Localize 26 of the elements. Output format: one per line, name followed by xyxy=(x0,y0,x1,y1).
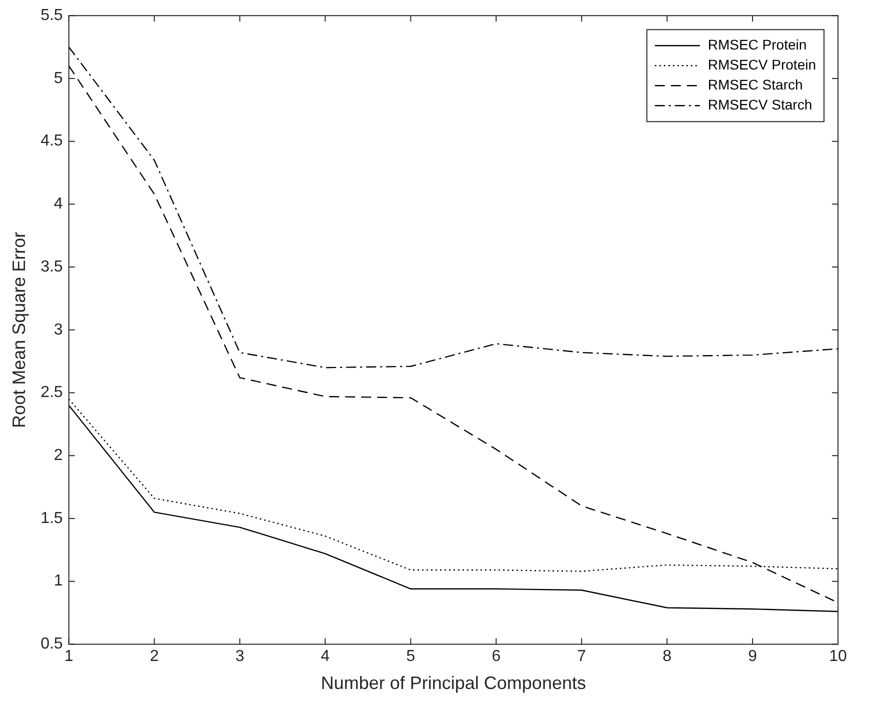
y-tick-label: 4.5 xyxy=(40,132,63,150)
x-tick-label: 9 xyxy=(748,648,758,666)
x-tick-label: 5 xyxy=(406,648,416,666)
y-tick-label: 5.5 xyxy=(40,7,63,24)
y-tick-label: 4 xyxy=(54,196,63,213)
y-tick-label: 2 xyxy=(54,447,63,464)
legend-label: RMSEC Protein xyxy=(708,36,807,52)
y-tick-label: 1.5 xyxy=(40,510,63,527)
x-tick-label: 4 xyxy=(320,648,330,666)
x-tick-label: 6 xyxy=(492,648,501,666)
y-tick-label: 3.5 xyxy=(40,258,63,276)
x-tick-label: 2 xyxy=(150,648,159,666)
y-tick-label: 3 xyxy=(54,321,63,338)
y-tick-label: 5 xyxy=(54,70,63,87)
y-tick-label: 1 xyxy=(54,572,63,590)
y-tick-label: 0.5 xyxy=(40,636,63,653)
x-axis-title: Number of Principal Components xyxy=(320,673,586,694)
x-tick-label: 7 xyxy=(577,648,586,666)
y-axis-title: Root Mean Square Error xyxy=(8,232,29,428)
x-tick-label: 10 xyxy=(829,648,847,666)
legend-label: RMSECV Protein xyxy=(708,56,816,72)
legend-label: RMSECV Starch xyxy=(708,96,812,112)
x-tick-label: 3 xyxy=(235,648,244,666)
y-tick-label: 2.5 xyxy=(40,384,63,402)
legend-label: RMSEC Starch xyxy=(708,76,803,92)
x-tick-label: 8 xyxy=(662,648,672,666)
